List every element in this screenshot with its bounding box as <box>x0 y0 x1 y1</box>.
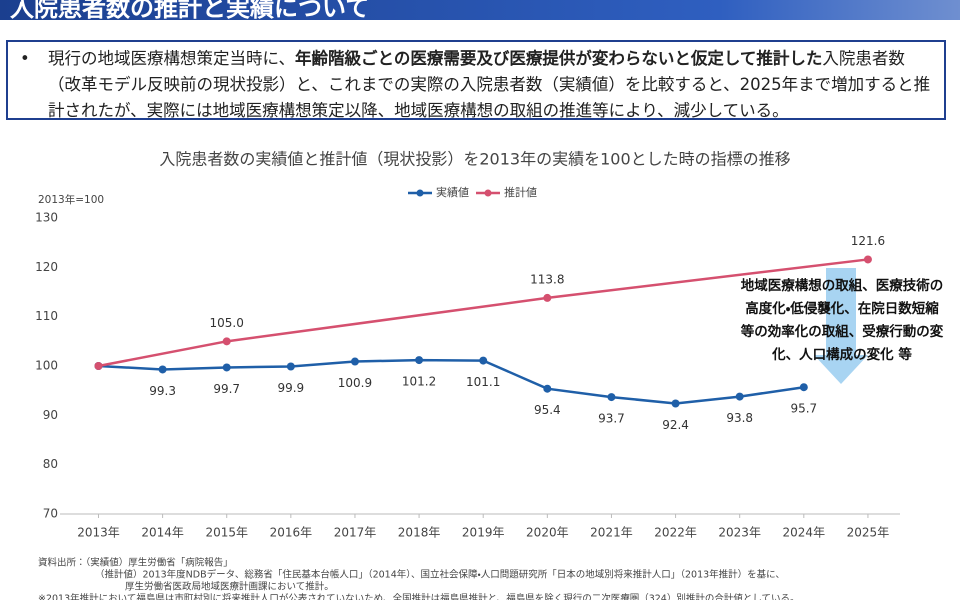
y-tick-label: 110 <box>35 309 58 323</box>
header-title: 入院患者数の推計と実績について <box>10 0 370 20</box>
annotation-text: 地域医療構想の取組、医療技術の <box>741 277 944 294</box>
data-label: 99.9 <box>277 381 304 395</box>
footnote: ※2013年推計において福島県は市町村別に将来推計人口が公表されていないため、全… <box>38 593 800 600</box>
data-label: 99.7 <box>213 382 240 396</box>
data-point <box>863 255 872 264</box>
data-label: 100.9 <box>338 376 372 390</box>
header-bar: 入院患者数の推計と実績について <box>0 0 960 20</box>
legend-marker <box>416 189 424 197</box>
x-tick-label: 2023年 <box>718 526 761 540</box>
series-line <box>98 258 869 368</box>
x-tick-label: 2013年 <box>77 526 120 540</box>
x-tick-label: 2020年 <box>526 526 569 540</box>
bullet-box: • 現行の地域医療構想策定当時に、年齢階級ごとの医療需要及び医療提供が変わらない… <box>6 40 946 120</box>
down-arrow <box>814 268 868 384</box>
data-point <box>350 357 359 366</box>
data-point <box>607 393 616 402</box>
data-point <box>415 356 424 365</box>
annotation-text: 高度化・低侵襲化、在院日数短縮 <box>745 300 939 317</box>
chart-title: 入院患者数の実績値と推計値（現状投影）を2013年の実績を100とした時の指標の… <box>159 150 790 169</box>
x-tick-label: 2019年 <box>462 526 505 540</box>
bullet-text-bold: 年齢階級ごとの医療需要及び医療提供が変わらないと仮定して推計した <box>295 49 823 68</box>
x-tick-label: 2024年 <box>783 526 826 540</box>
y-tick-label: 120 <box>35 260 58 274</box>
data-point <box>479 356 488 365</box>
data-label: 105.0 <box>210 316 244 330</box>
bullet-text: 現行の地域医療構想策定当時に、 <box>48 49 296 68</box>
legend-label: 実績値 <box>436 185 469 199</box>
x-tick-label: 2022年 <box>654 526 697 540</box>
y-axis-label: 2013年=100 <box>38 193 104 206</box>
y-tick-label: 130 <box>35 211 58 225</box>
y-tick-label: 100 <box>35 359 58 373</box>
x-tick-label: 2014年 <box>141 526 184 540</box>
data-point <box>222 337 231 346</box>
y-tick-label: 90 <box>43 408 58 422</box>
annotation-text: 化、人口構成の変化 等 <box>771 346 912 363</box>
data-point <box>94 362 103 370</box>
data-label: 92.4 <box>662 418 689 432</box>
data-point <box>222 363 231 372</box>
footnote: 資料出所：（実績値）厚生労働省「病院報告」 <box>38 557 233 569</box>
x-tick-label: 2017年 <box>334 526 377 540</box>
data-label: 95.7 <box>790 402 817 416</box>
data-point <box>671 399 680 408</box>
x-tick-label: 2015年 <box>205 526 248 540</box>
legend-marker <box>484 189 492 197</box>
data-label: 95.4 <box>534 403 561 417</box>
annotation-text: 等の効率化の取組、受療行動の変 <box>741 323 944 340</box>
footnote: 厚生労働省医政局地域医療計画課において推計。 <box>125 581 334 593</box>
data-point <box>799 383 808 392</box>
data-label: 121.6 <box>851 234 885 248</box>
legend-label: 推計値 <box>504 185 537 199</box>
bullet-text: 入院患者数（改革モデル反映前の現状投影）と、これまでの実際の入院患者数（実績値）… <box>48 49 931 120</box>
data-label: 101.2 <box>402 375 436 389</box>
x-tick-label: 2025年 <box>847 526 890 540</box>
x-tick-label: 2018年 <box>398 526 441 540</box>
data-point <box>735 392 744 401</box>
data-label: 113.8 <box>530 272 564 286</box>
data-label: 101.1 <box>466 375 500 389</box>
data-point <box>543 293 552 302</box>
y-tick-label: 70 <box>43 507 58 521</box>
data-label: 93.7 <box>598 412 625 426</box>
footnote: （推計値）2013年度NDBデータ、総務省「住民基本台帳人口」（2014年）、国… <box>95 569 785 581</box>
data-point <box>286 362 295 371</box>
bullet-marker: • <box>20 49 30 68</box>
x-tick-label: 2021年 <box>590 526 633 540</box>
x-tick-label: 2016年 <box>270 526 313 540</box>
data-point <box>158 365 167 374</box>
series-line <box>98 358 804 405</box>
data-label: 99.3 <box>149 384 176 398</box>
y-tick-label: 80 <box>43 457 58 471</box>
data-point <box>543 384 552 393</box>
data-label: 93.8 <box>726 411 753 425</box>
